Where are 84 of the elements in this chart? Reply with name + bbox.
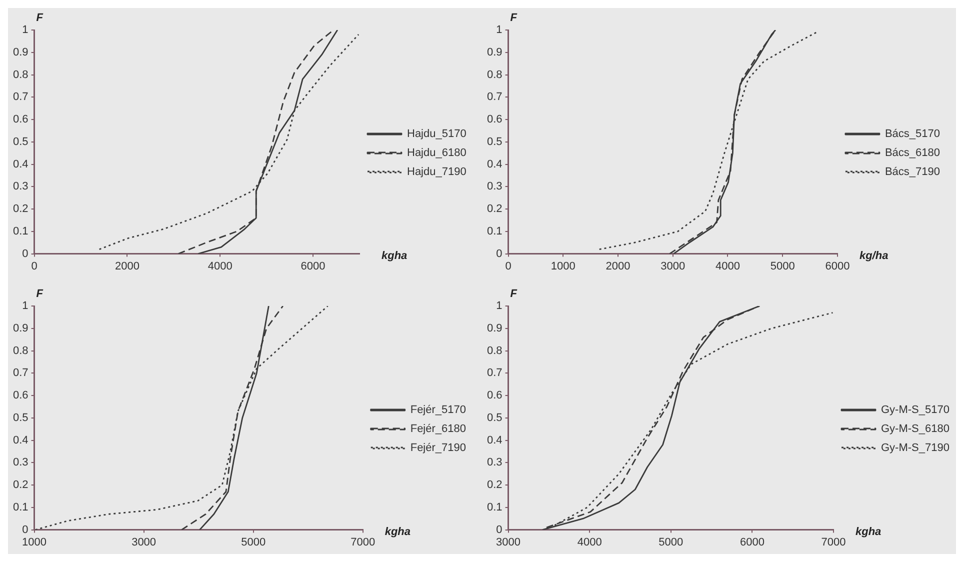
y-tick-label: 0.2 (486, 479, 502, 492)
y-tick-label: 0.8 (12, 68, 28, 81)
y-tick-label: 0.8 (12, 344, 28, 357)
legend-label: Hajdu_6180 (407, 147, 466, 160)
y-tick-label: 0.9 (486, 46, 502, 58)
y-tick-label: 1 (22, 24, 28, 36)
y-tick-label: 0 (496, 524, 502, 536)
legend-label: Bács_7190 (884, 166, 940, 178)
y-tick-label: 0 (22, 524, 28, 536)
y-tick-label: 0.9 (486, 322, 502, 334)
y-tick-label: 0.3 (486, 456, 502, 469)
y-tick-label: 0.3 (12, 180, 28, 193)
x-tick-label: 7000 (821, 536, 846, 548)
x-tick-label: 2000 (606, 260, 630, 272)
y-axis-title: F (36, 12, 44, 24)
legend-label: Bács_6180 (884, 147, 940, 160)
x-tick-label: 5000 (241, 536, 266, 548)
y-tick-label: 0.6 (486, 114, 502, 126)
y-axis-title: F (36, 288, 44, 300)
x-tick-label: 6000 (740, 536, 764, 548)
y-tick-label: 0.5 (12, 412, 28, 424)
y-axis-title: F (510, 288, 518, 300)
y-tick-label: 0.8 (486, 344, 502, 357)
y-tick-label: 0.1 (486, 225, 502, 238)
y-tick-label: 0.8 (486, 68, 502, 81)
legend-label: Bács_5170 (884, 128, 940, 140)
x-tick-label: 3000 (660, 260, 686, 272)
y-tick-label: 0.6 (486, 390, 502, 402)
x-tick-label: 0 (31, 260, 38, 272)
y-tick-label: 0.4 (486, 158, 502, 170)
legend-label: Gy-M-S_6180 (881, 423, 950, 436)
x-axis-title: kgha (856, 526, 882, 538)
legend-label: Fejér_5170 (410, 404, 466, 416)
x-tick-label: 3000 (132, 536, 156, 548)
y-tick-label: 0.7 (12, 91, 28, 104)
legend-label: Fejér_6180 (410, 423, 466, 436)
x-tick-label: 3000 (496, 536, 521, 548)
x-tick-label: 4000 (577, 536, 602, 548)
y-tick-label: 0.7 (486, 367, 502, 380)
y-tick-label: 0.7 (486, 91, 502, 104)
y-tick-label: 0.4 (486, 434, 502, 446)
y-tick-label: 1 (22, 300, 28, 312)
legend-label: Hajdu_5170 (407, 128, 466, 140)
y-tick-label: 0.1 (12, 225, 28, 238)
y-tick-label: 0.9 (12, 322, 28, 334)
y-tick-label: 0 (22, 248, 28, 260)
legend-label: Gy-M-S_7190 (881, 442, 950, 454)
y-tick-label: 0.2 (486, 203, 502, 216)
x-tick-label: 5000 (770, 260, 795, 272)
y-tick-label: 0 (496, 248, 502, 260)
x-tick-label: 2000 (114, 260, 140, 272)
x-tick-label: 6000 (300, 260, 326, 272)
x-tick-label: 4000 (715, 260, 740, 272)
x-tick-label: 1000 (550, 260, 576, 272)
y-tick-label: 0.6 (12, 390, 28, 402)
y-tick-label: 0.3 (486, 180, 502, 193)
y-tick-label: 1 (496, 300, 502, 312)
x-tick-label: 5000 (658, 536, 684, 548)
legend-label: Fejér_7190 (410, 442, 466, 454)
x-axis-title: kgha (384, 526, 411, 538)
x-axis-title: kg/ha (859, 250, 888, 262)
y-tick-label: 0.9 (12, 46, 28, 58)
y-tick-label: 0.5 (486, 412, 502, 424)
x-tick-label: 0 (505, 260, 512, 272)
y-tick-label: 0.4 (12, 434, 28, 446)
y-tick-label: 0.2 (12, 479, 28, 492)
x-tick-label: 1000 (22, 536, 47, 548)
x-tick-label: 7000 (350, 536, 376, 548)
y-tick-label: 0.1 (486, 501, 502, 514)
y-tick-label: 0.3 (12, 456, 28, 469)
y-tick-label: 0.4 (12, 158, 28, 170)
y-tick-label: 0.6 (12, 114, 28, 126)
y-tick-label: 0.2 (12, 203, 28, 216)
x-tick-label: 4000 (208, 260, 232, 272)
x-tick-label: 6000 (825, 260, 850, 272)
y-tick-label: 1 (496, 24, 502, 36)
y-tick-label: 0.5 (486, 136, 502, 148)
legend-label: Hajdu_7190 (407, 166, 466, 178)
y-tick-label: 0.1 (12, 501, 28, 514)
y-axis-title: F (510, 12, 518, 24)
x-axis-title: kgha (382, 250, 408, 262)
y-tick-label: 0.5 (12, 136, 28, 148)
legend-label: Gy-M-S_5170 (881, 404, 950, 416)
y-tick-label: 0.7 (12, 367, 28, 380)
